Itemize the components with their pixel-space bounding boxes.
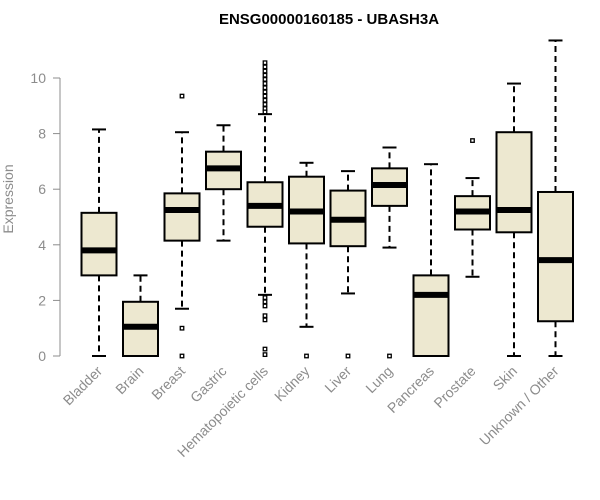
outlier-point bbox=[262, 299, 268, 305]
outlier-point bbox=[304, 353, 309, 359]
box-brain bbox=[122, 274, 159, 358]
outlier-point bbox=[262, 64, 268, 70]
y-tick-label: 4 bbox=[38, 237, 46, 253]
box-iqr bbox=[412, 274, 450, 358]
box-iqr bbox=[495, 131, 533, 234]
x-category-label: Bladder bbox=[60, 363, 106, 409]
box-hematopoietic-cells bbox=[246, 60, 284, 358]
outlier-point bbox=[262, 81, 268, 86]
box-iqr bbox=[163, 192, 201, 242]
outlier-point bbox=[262, 76, 268, 82]
outlier-point bbox=[179, 353, 185, 359]
x-category-label: Lung bbox=[362, 363, 395, 396]
outlier-point bbox=[262, 102, 268, 107]
x-category-label: Brain bbox=[112, 363, 146, 397]
outlier-point bbox=[262, 97, 268, 103]
outlier-point bbox=[179, 93, 185, 99]
outlier-point bbox=[387, 353, 392, 359]
x-category-label: Liver bbox=[321, 363, 354, 396]
box-skin bbox=[495, 82, 533, 357]
outlier-point bbox=[262, 85, 268, 91]
y-tick-label: 8 bbox=[38, 126, 46, 142]
outlier-point bbox=[262, 89, 268, 95]
outlier-point bbox=[262, 68, 268, 74]
box-prostate bbox=[454, 138, 491, 278]
box-liver bbox=[329, 170, 367, 359]
outlier-point bbox=[262, 93, 268, 99]
outlier-point bbox=[262, 303, 268, 309]
x-category-label: Breast bbox=[148, 363, 188, 403]
outlier-point bbox=[345, 353, 351, 359]
outlier-point bbox=[262, 317, 268, 323]
y-tick-label: 10 bbox=[30, 70, 46, 86]
outlier-point bbox=[262, 60, 268, 66]
x-category-label: Skin bbox=[490, 363, 521, 394]
box-kidney bbox=[288, 161, 325, 359]
outlier-point bbox=[262, 109, 268, 115]
chart-title: ENSG00000160185 - UBASH3A bbox=[219, 11, 439, 28]
y-tick-label: 0 bbox=[38, 348, 46, 364]
y-tick-label: 6 bbox=[38, 181, 46, 197]
box-gastric bbox=[205, 124, 242, 242]
y-tick-label: 2 bbox=[38, 292, 46, 308]
outlier-point bbox=[262, 313, 268, 319]
box-lung bbox=[371, 146, 408, 359]
box-bladder bbox=[80, 128, 118, 357]
x-category-label: Prostate bbox=[430, 363, 478, 411]
box-unknown-other bbox=[537, 39, 574, 357]
outlier-point bbox=[262, 72, 268, 78]
box-breast bbox=[163, 93, 201, 359]
box-pancreas bbox=[412, 163, 450, 358]
y-axis: 0 2 4 6 8 10 bbox=[30, 70, 61, 364]
x-category-label: Unknown / Other bbox=[476, 363, 562, 449]
y-axis-title: Expression bbox=[0, 164, 16, 233]
outlier-point bbox=[262, 295, 268, 301]
outlier-point bbox=[470, 138, 475, 143]
box-iqr bbox=[537, 190, 574, 323]
outlier-point bbox=[262, 352, 268, 358]
box-iqr bbox=[80, 211, 118, 277]
outlier-point bbox=[262, 346, 268, 352]
plot-area bbox=[80, 39, 574, 359]
x-category-label: Kidney bbox=[271, 363, 313, 405]
outlier-point bbox=[179, 325, 185, 331]
